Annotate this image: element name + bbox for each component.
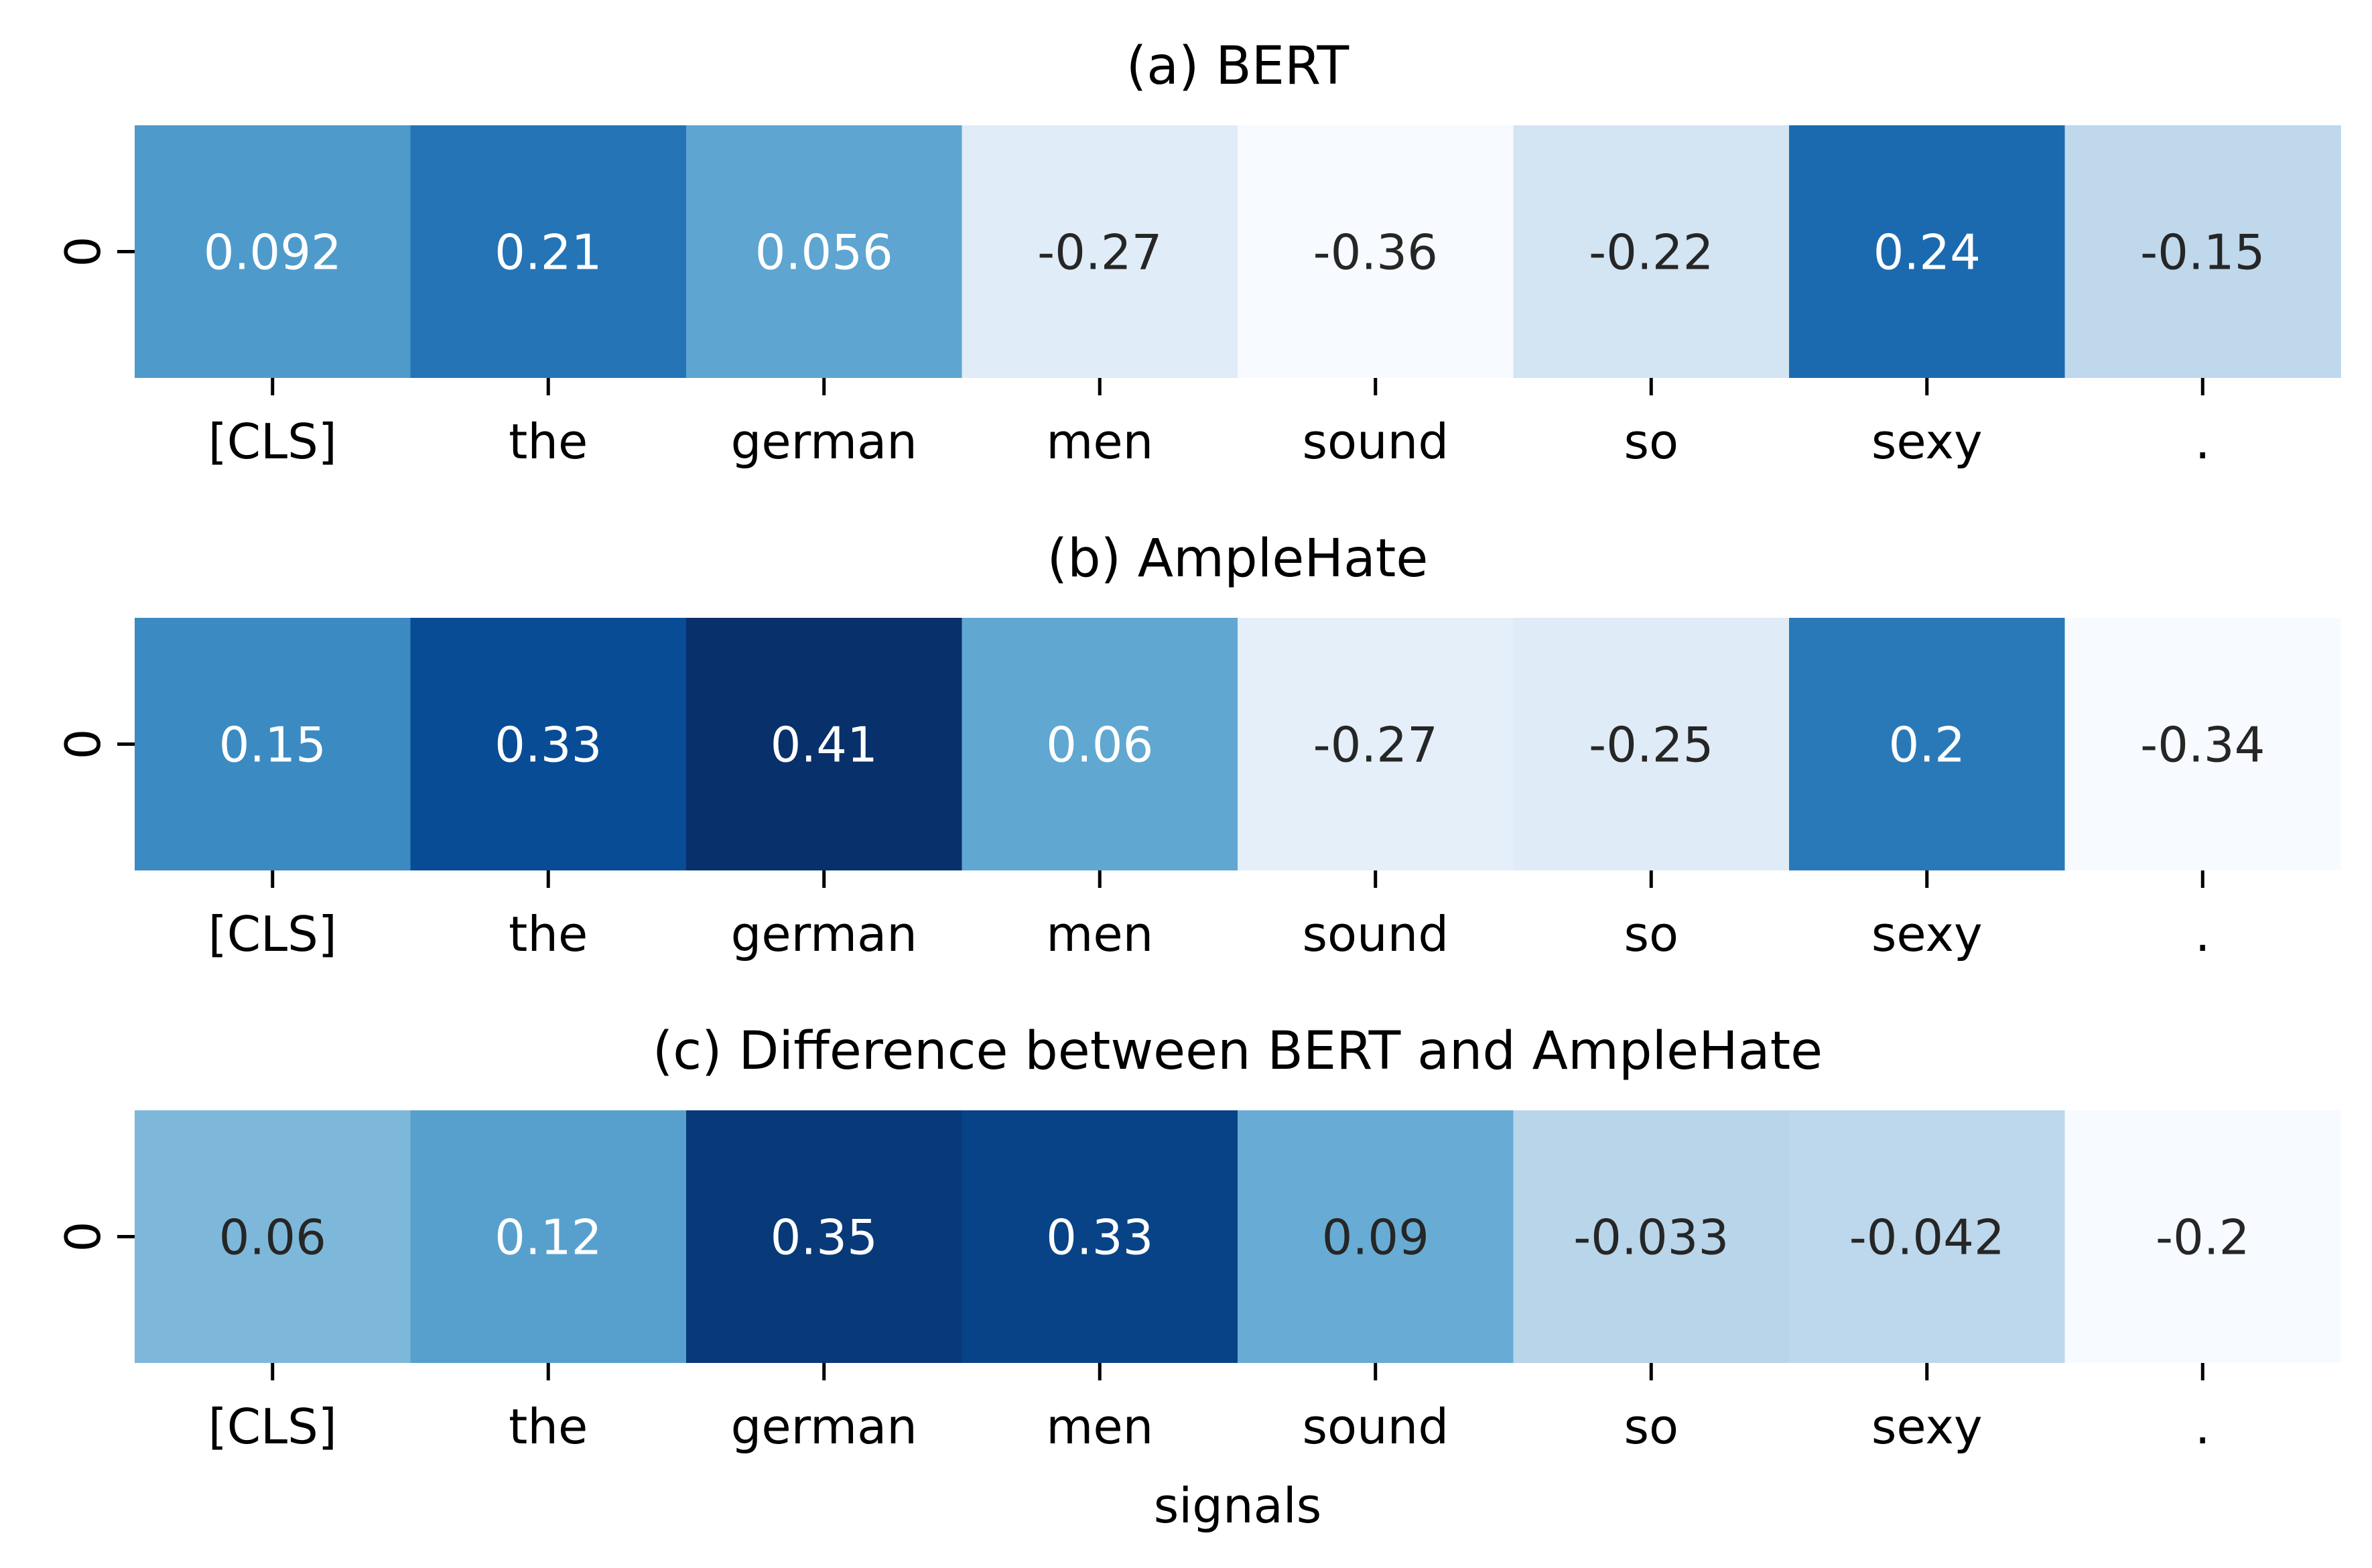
heatmap-cell [410, 1110, 687, 1363]
heatmap-cell [686, 125, 963, 378]
x-tick-label: . [2195, 906, 2211, 962]
x-tick-label: sexy [1871, 413, 1983, 470]
x-tick-label: german [731, 906, 917, 962]
cell-value-label: 0.41 [771, 717, 878, 773]
x-tick-label: [CLS] [208, 1398, 337, 1455]
x-tick-label: so [1624, 413, 1678, 470]
x-tick-label: german [731, 413, 917, 470]
x-tick-label: [CLS] [208, 906, 337, 962]
cell-value-label: 0.2 [1888, 717, 1965, 773]
cell-value-label: -0.36 [1313, 224, 1438, 281]
cell-value-label: 0.35 [771, 1210, 878, 1266]
x-tick-label: men [1046, 906, 1153, 962]
heatmap-cell [135, 125, 411, 378]
x-tick-label: sound [1302, 1398, 1449, 1455]
cell-value-label: 0.24 [1873, 224, 1981, 281]
y-tick-label: 0 [55, 237, 111, 267]
cell-value-label: -0.25 [1589, 717, 1713, 773]
y-tick-label: 0 [55, 1222, 111, 1252]
x-tick-label: sexy [1871, 906, 1983, 962]
heatmap-cell [1789, 125, 2066, 378]
heatmap-cell [1513, 1110, 1790, 1363]
x-tick-label: german [731, 1398, 917, 1455]
heatmap-panel-3: (c) Difference between BERT and AmpleHat… [55, 1021, 2341, 1534]
heatmap-cell [2064, 125, 2341, 378]
heatmap-cell [1238, 125, 1514, 378]
panel-title: (b) AmpleHate [1047, 529, 1429, 589]
heatmap-cell [962, 125, 1238, 378]
heatmap-cell [1238, 1110, 1514, 1363]
y-tick-label: 0 [55, 729, 111, 760]
heatmap-panel-2: (b) AmpleHate 0.15 0.33 0.41 0.06 -0.27 -0.25 0… [55, 529, 2341, 962]
heatmap-cell [686, 1110, 963, 1363]
heatmap-cell [1513, 618, 1790, 870]
x-axis-label: signals [1154, 1478, 1322, 1534]
heatmap-cell [2064, 618, 2341, 870]
cell-value-label: 0.056 [755, 224, 893, 281]
cell-value-label: 0.33 [495, 717, 602, 773]
cell-value-label: 0.09 [1322, 1210, 1429, 1266]
heatmap-cell [135, 1110, 411, 1363]
x-tick-label: the [509, 906, 588, 962]
cell-value-label: -0.2 [2156, 1210, 2249, 1266]
x-tick-label: sexy [1871, 1398, 1983, 1455]
cell-value-label: 0.092 [204, 224, 342, 281]
cell-value-label: -0.15 [2140, 224, 2265, 281]
heatmap-cell [1789, 618, 2066, 870]
cell-value-label: 0.15 [219, 717, 326, 773]
heatmap-cell [962, 618, 1238, 870]
heatmap-cell [1513, 125, 1790, 378]
cell-value-label: -0.34 [2140, 717, 2265, 773]
cell-value-label: -0.042 [1849, 1210, 2005, 1266]
cell-value-label: 0.33 [1046, 1210, 1153, 1266]
cell-value-label: 0.06 [1046, 717, 1153, 773]
heatmap-cell [962, 1110, 1238, 1363]
x-tick-label: so [1624, 906, 1678, 962]
x-tick-label: [CLS] [208, 413, 337, 470]
x-tick-label: . [2195, 413, 2211, 470]
x-tick-label: the [509, 1398, 588, 1455]
x-tick-label: so [1624, 1398, 1678, 1455]
x-tick-label: sound [1302, 906, 1449, 962]
cell-value-label: 0.06 [219, 1210, 326, 1266]
x-tick-label: the [509, 413, 588, 470]
heatmap-cell [135, 618, 411, 870]
cell-value-label: 0.12 [495, 1210, 602, 1266]
heatmap-cell [410, 125, 687, 378]
heatmap-cell [2064, 1110, 2341, 1363]
cell-value-label: -0.033 [1573, 1210, 1729, 1266]
cell-value-label: -0.22 [1589, 224, 1713, 281]
heatmap-cell [1238, 618, 1514, 870]
cell-value-label: -0.27 [1313, 717, 1438, 773]
heatmap-panel-1: (a) BERT 0.092 0.21 0.056 -0.27 -0.36 -0.22 0.2… [55, 36, 2341, 470]
x-tick-label: men [1046, 413, 1153, 470]
panel-title: (a) BERT [1126, 36, 1349, 96]
heatmap-cell [686, 618, 963, 870]
x-tick-label: men [1046, 1398, 1153, 1455]
heatmap-cell [1789, 1110, 2066, 1363]
cell-value-label: -0.27 [1037, 224, 1162, 281]
heatmap-cell [410, 618, 687, 870]
cell-value-label: 0.21 [495, 224, 602, 281]
x-tick-label: . [2195, 1398, 2211, 1455]
x-tick-label: sound [1302, 413, 1449, 470]
panel-title: (c) Difference between BERT and AmpleHat… [653, 1021, 1823, 1082]
